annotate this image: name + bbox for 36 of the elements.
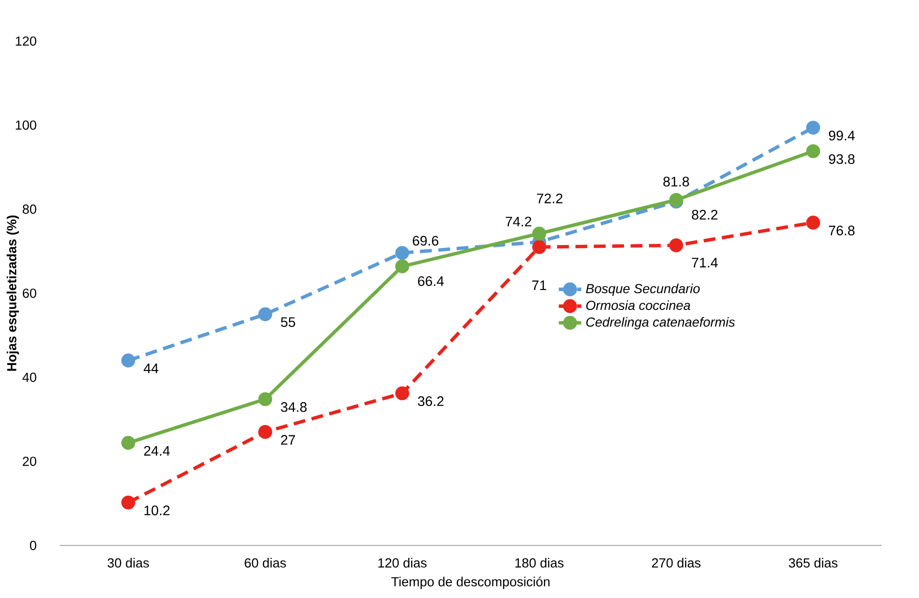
- data-label: 93.8: [828, 154, 855, 164]
- data-label: 82.2: [692, 210, 718, 220]
- data-label: 81.8: [663, 176, 689, 187]
- data-label: 72.2: [536, 194, 562, 204]
- y-tick-label: 120: [16, 36, 36, 46]
- data-label: 71.4: [692, 258, 718, 268]
- data-label: 27: [281, 435, 296, 445]
- y-tick-label: 40: [22, 372, 36, 382]
- legend-label: Bosque Secundario: [586, 284, 700, 296]
- data-label: 71: [532, 280, 546, 290]
- x-tick-label: 270 dias: [652, 558, 701, 568]
- y-tick-label: 80: [22, 204, 36, 214]
- data-label: 69.6: [412, 236, 438, 246]
- data-label: 76.8: [829, 226, 855, 236]
- x-axis-title: Tiempo de descomposición: [391, 576, 550, 590]
- data-label: 66.4: [418, 276, 444, 286]
- x-tick-label: 30 dias: [108, 558, 149, 568]
- x-tick-label: 120 dias: [378, 558, 427, 568]
- y-axis-title: Hojas esqueletizadas (%): [6, 216, 19, 371]
- data-label: 74.2: [506, 216, 532, 226]
- legend-label: Cedrelinga catenaeformis: [586, 317, 735, 330]
- y-tick-label: 20: [22, 456, 36, 466]
- y-tick-label: 60: [22, 288, 36, 298]
- y-tick-label: 0: [30, 540, 36, 550]
- data-label: 99.4: [828, 130, 855, 141]
- data-label: 36.2: [418, 396, 444, 406]
- x-tick-label: 365 dias: [788, 558, 838, 568]
- data-label: 55: [280, 317, 296, 328]
- data-label: 44: [144, 364, 158, 374]
- legend-label: Ormosia coccinea: [586, 300, 690, 310]
- x-tick-label: 180 dias: [515, 558, 564, 568]
- x-tick-label: 60 dias: [244, 558, 286, 568]
- y-tick-label: 100: [16, 120, 36, 130]
- data-label: 24.4: [144, 446, 170, 456]
- data-label: 10.2: [144, 506, 170, 516]
- data-label: 34.8: [280, 402, 307, 412]
